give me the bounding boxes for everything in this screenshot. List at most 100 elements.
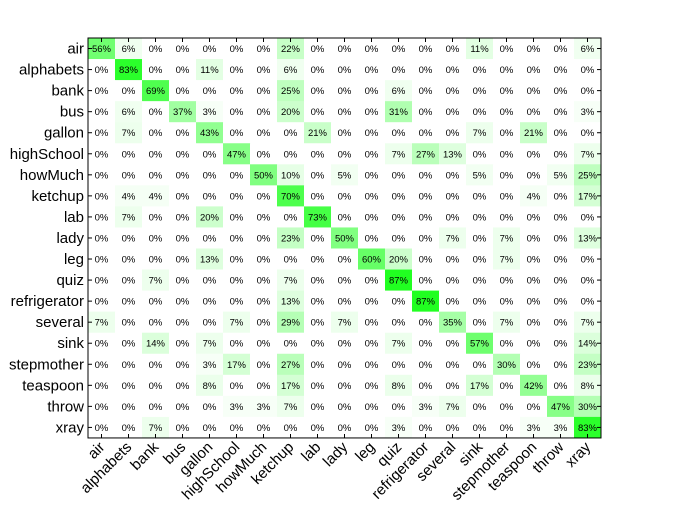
cell-value-label: 0%	[392, 191, 406, 202]
cell-value-label: 0%	[446, 86, 460, 97]
column-label-throw: throw	[529, 439, 567, 477]
cell-bus-alphabets	[115, 101, 143, 123]
cell-value-label: 0%	[500, 65, 514, 76]
cell-lab-bank	[142, 206, 170, 228]
cell-value-label: 0%	[257, 276, 271, 287]
cell-value-label: 0%	[338, 212, 352, 223]
cell-gallon-gallon	[196, 122, 224, 144]
cell-xray-bus	[169, 416, 197, 439]
cell-value-label: 0%	[203, 233, 217, 244]
cell-value-label: 0%	[311, 318, 325, 329]
cell-value-label: 7%	[500, 318, 514, 329]
row-label-lady: lady	[56, 230, 84, 247]
cell-value-label: 30%	[497, 360, 517, 371]
cell-value-label: 0%	[230, 44, 244, 55]
cell-value-label: 50%	[335, 233, 355, 244]
cell-ketchup-stepmother	[493, 185, 521, 207]
cell-refrigerator-bank	[142, 290, 170, 312]
cell-air-lab	[304, 38, 332, 60]
cell-value-label: 47%	[227, 149, 247, 160]
cell-value-label: 5%	[554, 170, 568, 181]
cell-stepmother-gallon	[196, 353, 224, 376]
column-label-leg: leg	[352, 439, 378, 465]
cell-lab-gallon	[196, 206, 224, 228]
cell-leg-ketchup	[277, 248, 305, 270]
cell-leg-lady	[331, 248, 359, 270]
cell-value-label: 0%	[446, 360, 460, 371]
cell-value-label: 0%	[338, 44, 352, 55]
cell-value-label: 0%	[527, 149, 541, 160]
cell-gallon-air	[88, 122, 116, 144]
cell-value-label: 0%	[554, 360, 568, 371]
cell-xray-bank	[142, 416, 170, 439]
cell-value-label: 0%	[176, 128, 190, 139]
cell-stepmother-sink	[466, 353, 494, 376]
cell-value-label: 0%	[257, 107, 271, 118]
cell-lady-ketchup	[277, 227, 305, 249]
row-label-quiz: quiz	[56, 272, 84, 289]
cell-several-gallon	[196, 311, 224, 333]
cell-bus-refrigerator	[412, 101, 440, 123]
cell-value-label: 0%	[149, 318, 163, 329]
cell-value-label: 25%	[281, 86, 301, 97]
cell-sink-alphabets	[115, 332, 143, 355]
cell-lady-quiz	[385, 227, 413, 249]
cell-value-label: 0%	[122, 339, 136, 350]
cell-value-label: 0%	[473, 212, 487, 223]
cell-bus-lady	[331, 101, 359, 123]
cell-howMuch-alphabets	[115, 164, 143, 186]
cell-value-label: 0%	[311, 339, 325, 350]
cell-sink-leg	[358, 332, 386, 355]
cell-value-label: 0%	[500, 381, 514, 392]
cell-quiz-sink	[466, 269, 494, 291]
cell-stepmother-teaspoon	[520, 353, 548, 376]
cell-xray-lady	[331, 416, 359, 439]
cell-value-label: 83%	[119, 65, 139, 76]
cell-value-label: 0%	[230, 233, 244, 244]
cell-several-several	[439, 311, 467, 333]
cell-stepmother-throw	[547, 353, 575, 376]
cell-throw-quiz	[385, 395, 413, 418]
cell-refrigerator-xray	[574, 290, 602, 312]
cell-value-label: 0%	[554, 318, 568, 329]
cell-value-label: 50%	[254, 170, 274, 181]
cell-refrigerator-leg	[358, 290, 386, 312]
cell-highSchool-alphabets	[115, 143, 143, 165]
row-label-ketchup: ketchup	[31, 188, 84, 205]
cell-several-teaspoon	[520, 311, 548, 333]
cell-value-label: 0%	[122, 360, 136, 371]
cell-value-label: 73%	[308, 212, 328, 223]
cell-air-several	[439, 38, 467, 60]
cell-value-label: 0%	[311, 149, 325, 160]
cell-value-label: 23%	[578, 360, 598, 371]
cell-bus-teaspoon	[520, 101, 548, 123]
cell-howMuch-stepmother	[493, 164, 521, 186]
cell-value-label: 3%	[554, 423, 568, 434]
cell-value-label: 7%	[446, 402, 460, 413]
cell-value-label: 13%	[200, 255, 220, 266]
cell-stepmother-highSchool	[223, 353, 251, 376]
cell-ketchup-ketchup	[277, 185, 305, 207]
cell-lady-refrigerator	[412, 227, 440, 249]
cell-sink-lady	[331, 332, 359, 355]
cell-value-label: 0%	[392, 318, 406, 329]
cell-value-label: 0%	[257, 128, 271, 139]
cell-value-label: 0%	[446, 44, 460, 55]
row-label-stepmother: stepmother	[9, 356, 84, 373]
cell-value-label: 0%	[95, 191, 109, 202]
cell-value-label: 83%	[578, 423, 598, 434]
cell-value-label: 0%	[527, 297, 541, 308]
cell-howMuch-several	[439, 164, 467, 186]
cell-quiz-xray	[574, 269, 602, 291]
cell-value-label: 0%	[95, 149, 109, 160]
cell-ketchup-highSchool	[223, 185, 251, 207]
cell-value-label: 13%	[281, 297, 301, 308]
cell-teaspoon-xray	[574, 374, 602, 397]
cell-value-label: 23%	[281, 233, 301, 244]
cell-bank-highSchool	[223, 80, 251, 102]
cell-highSchool-leg	[358, 143, 386, 165]
cell-lab-stepmother	[493, 206, 521, 228]
cell-value-label: 0%	[419, 360, 433, 371]
cell-value-label: 7%	[581, 318, 595, 329]
